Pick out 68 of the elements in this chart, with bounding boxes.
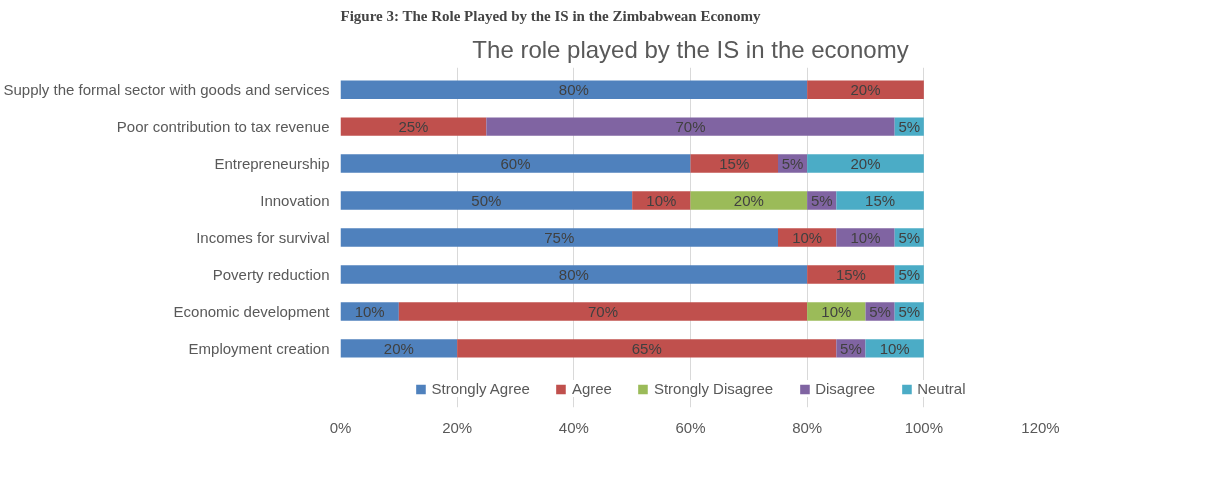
x-tick-label: 0% [329, 418, 352, 436]
data-label: 5% [781, 155, 804, 173]
bar [340, 117, 487, 136]
y-tick-label: Employment creation [188, 339, 330, 357]
data-label: 10% [792, 229, 823, 246]
data-label: 80% [558, 265, 589, 283]
data-label: 80% [558, 81, 589, 99]
y-tick-label: Supply the formal sector with goods and services [3, 81, 330, 99]
bar [398, 302, 808, 321]
bar [340, 80, 808, 99]
data-label: 15% [865, 192, 896, 210]
y-tick-label: Innovation [260, 192, 330, 210]
data-label: 70% [587, 302, 619, 320]
data-label: 20% [383, 339, 414, 357]
data-label: 25% [398, 118, 429, 136]
bar [807, 265, 895, 284]
bar [807, 154, 924, 173]
data-label: 10% [354, 302, 385, 320]
y-tick-label: Poor contribution to tax revenue [116, 118, 330, 136]
bar [340, 265, 808, 284]
data-label: 15% [835, 265, 866, 283]
data-label: 10% [821, 302, 852, 320]
legend-label: Agree [571, 380, 612, 397]
y-tick-label: Entrepreneurship [214, 155, 330, 173]
data-label: 5% [898, 118, 921, 136]
data-label: 10% [646, 192, 677, 210]
legend-label: Neutral [917, 380, 966, 397]
bar [486, 117, 895, 136]
data-label: 20% [850, 81, 881, 99]
data-label: 65% [631, 339, 662, 357]
x-tick-label: 60% [675, 418, 706, 436]
bar [340, 339, 458, 358]
bar [340, 228, 778, 247]
data-label: 60% [500, 155, 531, 173]
y-tick-label: Poverty reduction [212, 265, 330, 283]
legend-label: Strongly Agree [431, 380, 530, 397]
bar [340, 191, 633, 210]
data-label: 20% [850, 155, 881, 173]
data-label: 5% [898, 302, 921, 320]
bar [836, 191, 924, 210]
data-label: 5% [898, 265, 921, 283]
bar [690, 191, 808, 210]
y-tick-label: Incomes for survival [196, 229, 330, 246]
bar [340, 154, 691, 173]
data-label: 5% [840, 339, 862, 357]
chart-title: The role played by the IS in the economy [472, 35, 909, 63]
legend-label: Strongly Disagree [653, 380, 774, 397]
data-label: 5% [898, 229, 921, 246]
data-label: 20% [733, 192, 764, 210]
bar [457, 339, 837, 358]
data-label: 10% [850, 229, 881, 246]
data-label: 10% [879, 339, 910, 357]
bar [807, 80, 924, 99]
caption: Figure 3: The Role Played by the IS in the Zimbabwean Economy [340, 7, 761, 24]
bar [690, 154, 778, 173]
x-tick-label: 80% [792, 418, 823, 436]
x-tick-label: 20% [442, 418, 473, 436]
data-label: 5% [869, 302, 891, 320]
y-tick-label: Economic development [173, 302, 331, 320]
x-tick-label: 120% [1021, 418, 1060, 436]
x-tick-label: 40% [558, 418, 589, 436]
data-label: 75% [544, 229, 575, 246]
data-label: 15% [719, 155, 750, 173]
data-label: 50% [471, 192, 502, 210]
data-label: 5% [810, 192, 833, 210]
data-label: 70% [675, 118, 706, 136]
legend-label: Disagree [815, 380, 876, 397]
x-tick-label: 100% [904, 418, 944, 436]
